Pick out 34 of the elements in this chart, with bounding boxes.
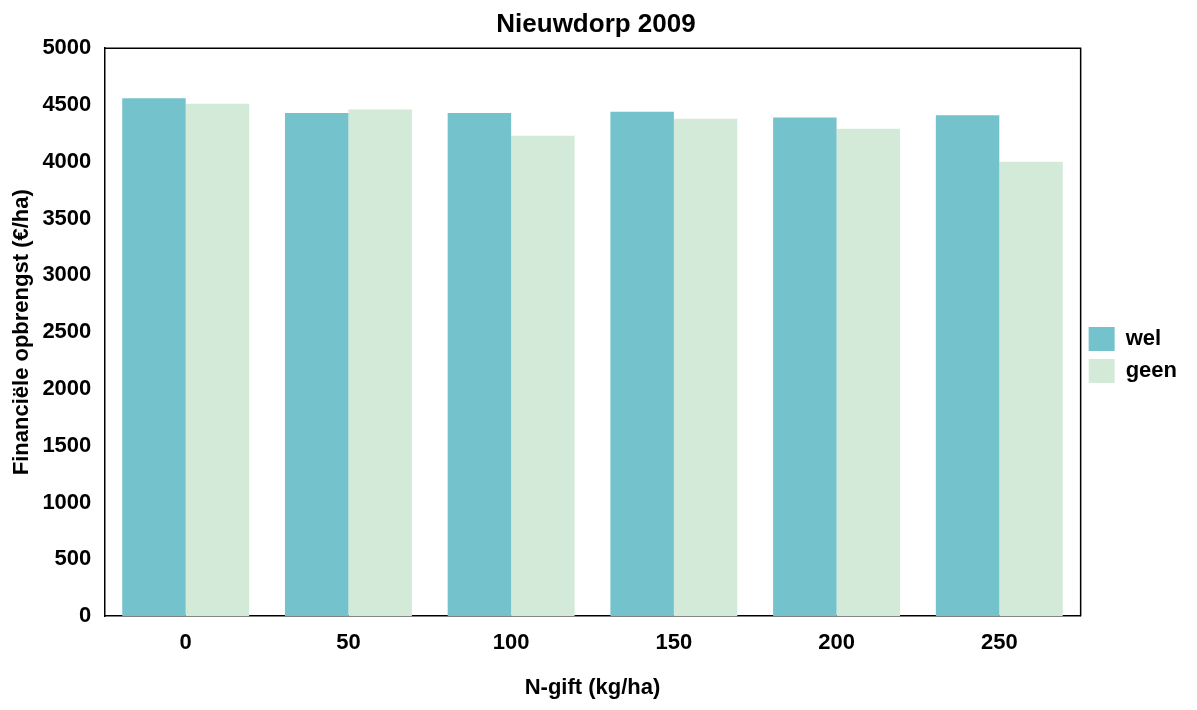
legend-label: geen	[1125, 357, 1178, 383]
bar	[122, 98, 186, 617]
y-tick-label: 2500	[42, 318, 92, 344]
x-tick-label: 200	[818, 629, 855, 655]
y-tick-label: 500	[54, 545, 92, 571]
bar	[935, 115, 1000, 617]
y-tick-label: 3000	[42, 261, 92, 287]
bar	[773, 117, 837, 617]
bar	[836, 128, 901, 617]
bar	[284, 112, 349, 617]
y-axis-title: Financiële opbrengst (€/ha)	[8, 189, 34, 476]
x-tick-label: 250	[980, 629, 1018, 655]
bar	[185, 103, 250, 617]
bar	[511, 135, 575, 617]
bar	[447, 112, 512, 617]
y-tick-label: 2000	[42, 375, 92, 401]
y-tick-label: 0	[79, 602, 92, 628]
y-tick-label: 1000	[42, 488, 92, 514]
x-tick-label: 0	[179, 629, 192, 655]
legend-label: wel	[1124, 325, 1162, 351]
y-tick-label: 4500	[42, 91, 92, 117]
y-tick-label: 3500	[42, 204, 92, 230]
bar	[348, 109, 412, 617]
y-tick-label: 5000	[42, 34, 92, 60]
bar	[673, 118, 738, 617]
x-tick-label: 50	[336, 629, 361, 655]
bar	[999, 161, 1063, 617]
y-tick-label: 1500	[42, 431, 92, 457]
bar	[610, 111, 674, 617]
chart-title: Nieuwdorp 2009	[496, 7, 696, 38]
x-tick-label: 100	[492, 629, 530, 655]
x-axis-title: N-gift (kg/ha)	[524, 673, 661, 699]
y-tick-label: 4000	[42, 147, 92, 173]
x-tick-label: 150	[655, 629, 693, 655]
